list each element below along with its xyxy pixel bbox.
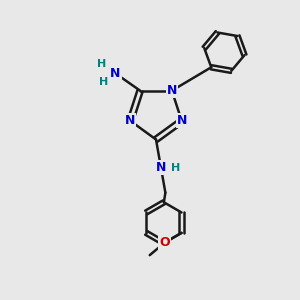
Text: N: N (167, 84, 177, 97)
Text: H: H (171, 163, 180, 172)
Text: H: H (98, 59, 107, 69)
Text: N: N (156, 161, 166, 174)
Text: O: O (159, 236, 170, 249)
Text: N: N (110, 67, 121, 80)
Text: H: H (99, 77, 108, 87)
Text: N: N (176, 114, 187, 127)
Text: N: N (125, 114, 136, 127)
